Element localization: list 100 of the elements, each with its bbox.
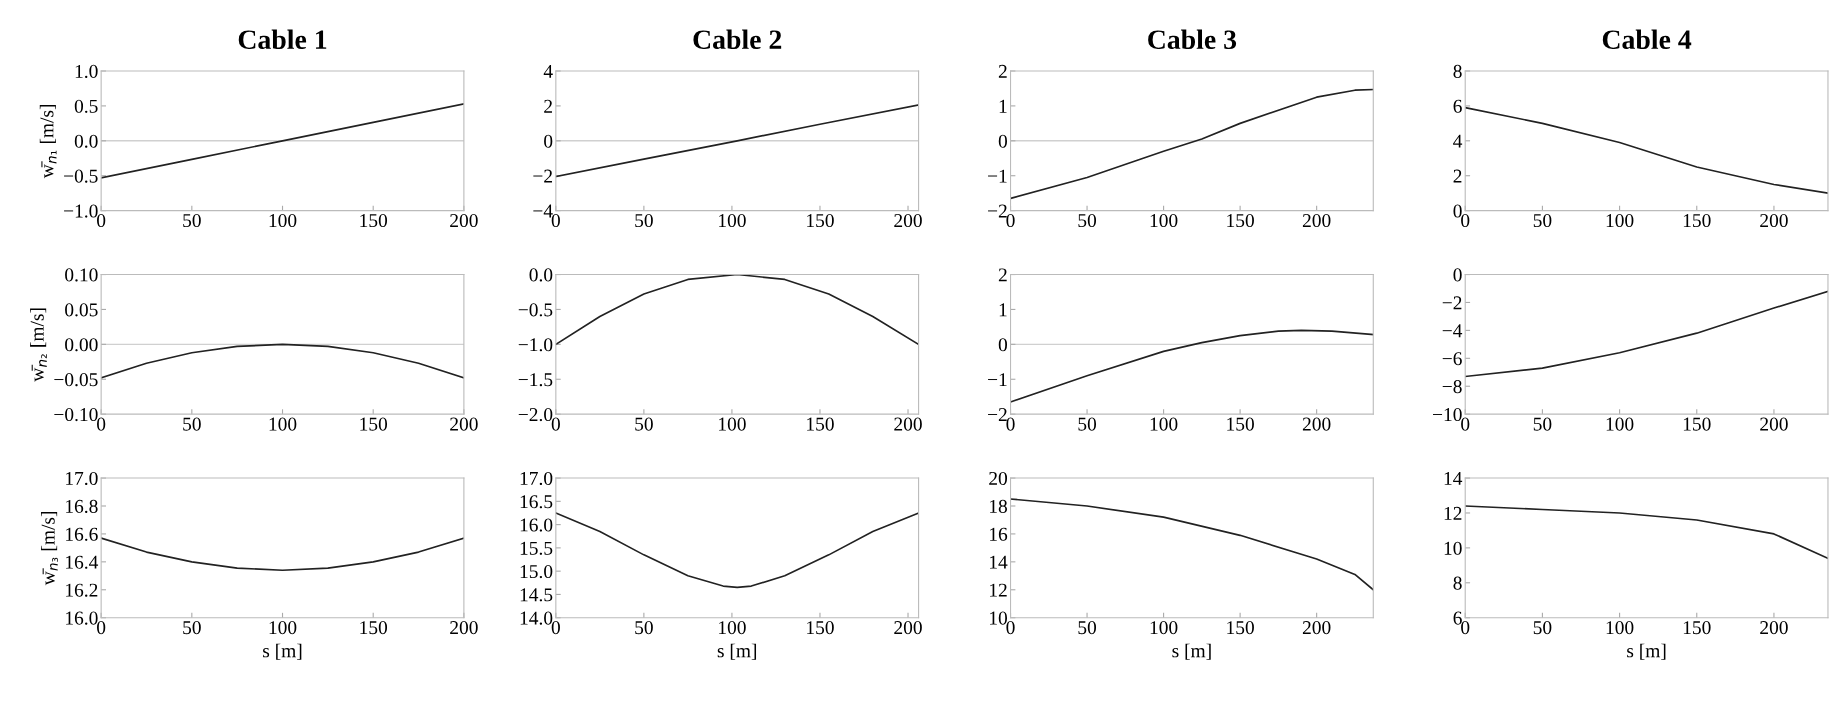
x-tick-label: 200: [894, 417, 922, 431]
y-tick-label: −4: [1442, 324, 1463, 338]
x-tick-label: 100: [719, 621, 746, 635]
x-tick-label: 100: [719, 213, 746, 228]
y-tick-label: 16.0: [66, 611, 98, 625]
y-tick-label: 0.05: [65, 303, 98, 317]
y-tick-label: −8: [1442, 380, 1462, 394]
y-tick-label: −0.10: [54, 407, 98, 422]
x-tick-label: 100: [269, 417, 297, 431]
y-tick-label: −6: [1442, 352, 1462, 366]
x-tick-label: 50: [1533, 213, 1552, 228]
y-tick-label: 10: [990, 611, 1008, 625]
x-tick-label: 50: [183, 621, 201, 635]
x-tick-label: 150: [1227, 417, 1254, 431]
y-tick-label: 0.0: [529, 268, 553, 282]
x-tick-label: 200: [450, 213, 478, 228]
x-tick-label: 50: [1533, 417, 1552, 431]
y-tick-label: 0: [998, 134, 1008, 148]
y-tick-label: 2: [998, 64, 1007, 78]
y-tick-label: −1.0: [518, 338, 553, 352]
y-tick-label: −10: [1433, 407, 1462, 422]
y-tick-label: 4: [1453, 134, 1463, 148]
y-tick-label: 2: [998, 268, 1007, 282]
x-tick-label: 50: [1078, 213, 1097, 228]
y-tick-label: 12: [990, 583, 1007, 597]
x-tick-label: 50: [183, 213, 201, 228]
x-axis-title: s [m]: [1172, 643, 1211, 660]
x-tick-label: 50: [635, 621, 653, 635]
x-tick-label: 150: [1227, 213, 1254, 228]
y-tick-label: 0.00: [65, 338, 98, 352]
x-tick-label: 200: [1302, 621, 1331, 635]
x-tick-label: 100: [269, 213, 297, 228]
x-tick-label: 150: [1227, 621, 1254, 635]
y-tick-label: 0.10: [65, 268, 98, 282]
chart-title: Cable 1: [238, 29, 327, 50]
y-tick-label: 17.0: [66, 471, 98, 486]
x-tick-label: 200: [1760, 417, 1788, 431]
y-tick-label: 0.0: [74, 134, 98, 148]
y-tick-label: 16.5: [520, 495, 553, 509]
y-tick-label: 0: [1453, 268, 1462, 282]
y-tick-label: 16.8: [66, 499, 98, 514]
x-tick-label: 200: [1302, 417, 1331, 431]
y-tick-label: 15.0: [520, 564, 553, 579]
y-tick-label: −2: [1442, 296, 1462, 310]
line-series: [1010, 498, 1374, 591]
line-series: [555, 512, 919, 589]
x-tick-label: 100: [1606, 621, 1634, 635]
y-tick-label: 16.2: [66, 583, 98, 597]
y-tick-label: −1.5: [518, 373, 553, 387]
y-tick-label: 0: [1453, 204, 1462, 218]
x-tick-label: 200: [894, 213, 922, 228]
x-tick-label: 200: [894, 621, 922, 635]
y-tick-label: 8: [1453, 64, 1462, 78]
x-tick-label: 200: [1302, 213, 1331, 228]
y-tick-label: 15.5: [520, 541, 553, 555]
y-tick-label: 6: [1453, 611, 1462, 625]
x-tick-label: 150: [1683, 417, 1711, 431]
x-tick-label: 100: [1606, 213, 1634, 228]
x-tick-label: 100: [1150, 621, 1178, 635]
x-tick-label: 200: [1760, 621, 1788, 635]
y-tick-label: −2: [533, 169, 552, 183]
x-tick-label: 100: [1606, 417, 1634, 431]
x-tick-label: 150: [360, 621, 388, 635]
chart-title: Cable 4: [1602, 29, 1692, 50]
y-tick-label: 14: [1444, 471, 1463, 485]
y-tick-label: 16.0: [520, 518, 553, 532]
y-tick-label: −1: [988, 373, 1007, 386]
x-tick-label: 50: [1078, 621, 1097, 635]
x-axis-title: s [m]: [717, 643, 757, 660]
line-series: [1010, 329, 1374, 403]
y-tick-label: −1.0: [64, 204, 98, 218]
y-tick-label: −2: [988, 408, 1007, 421]
y-tick-label: 17.0: [520, 471, 553, 486]
line-series: [101, 343, 464, 379]
line-series: [1465, 106, 1828, 195]
line-series: [1010, 88, 1374, 200]
y-tick-label: −4: [533, 204, 553, 218]
y-tick-label: 1: [999, 99, 1007, 113]
y-axis-title: w̄$_{n₃}$ [m/s]: [41, 512, 58, 586]
y-tick-label: −0.5: [64, 169, 98, 183]
y-tick-label: 2: [544, 99, 552, 113]
x-tick-label: 200: [450, 621, 478, 635]
y-tick-label: 4: [543, 64, 553, 78]
x-tick-label: 100: [269, 621, 297, 635]
y-tick-label: 1: [999, 303, 1007, 317]
y-tick-label: 18: [990, 499, 1008, 513]
line-series: [1465, 505, 1828, 560]
y-tick-label: 16.6: [66, 527, 98, 541]
y-tick-label: −2.0: [518, 407, 553, 422]
y-tick-label: 0: [998, 338, 1008, 352]
chart-title: Cable 3: [1148, 29, 1237, 50]
x-tick-label: 150: [807, 213, 834, 228]
line-series: [1465, 290, 1828, 378]
y-tick-label: 14.5: [520, 588, 553, 602]
x-axis-title: s [m]: [1627, 643, 1666, 660]
x-tick-label: 50: [635, 417, 653, 431]
x-tick-label: 50: [183, 417, 201, 431]
y-tick-label: 10: [1444, 541, 1462, 555]
x-tick-label: 50: [1078, 417, 1097, 431]
x-tick-label: 200: [1760, 213, 1788, 228]
